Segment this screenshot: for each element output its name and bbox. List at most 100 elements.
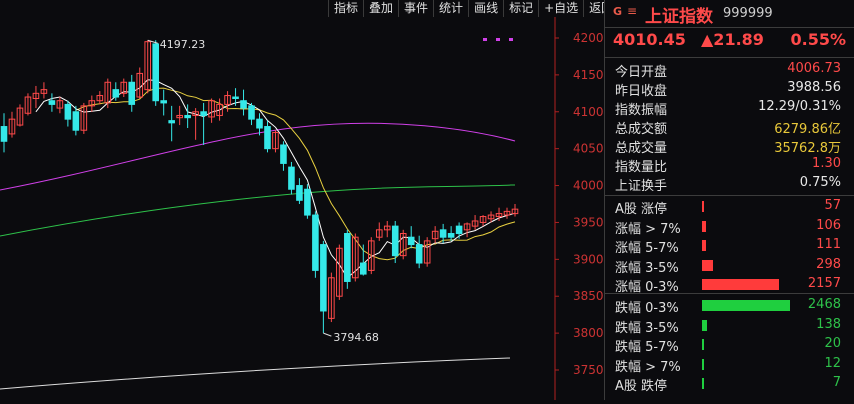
stat-row: 昨日收盘 3988.56 <box>605 79 854 99</box>
candle-body <box>399 233 407 257</box>
candle-body <box>120 81 128 94</box>
candle-body <box>232 96 239 99</box>
stat-row: 指数振幅 12.29/0.31% <box>605 98 854 118</box>
candle-body <box>72 111 80 131</box>
stats-divider <box>605 195 854 196</box>
breadth-label: 涨幅 > 7% <box>615 221 681 237</box>
price-change-percent: 0.55% <box>790 30 846 49</box>
chart-toolbar: 指标 叠加 事件 统计 画线 标记 +自选 返回 <box>328 0 618 17</box>
candle-body <box>88 100 96 107</box>
y-axis-tick-label: 4100 <box>573 105 604 119</box>
stat-row: 指数量比 1.30 <box>605 155 854 175</box>
stat-label: 总成交额 <box>615 122 668 137</box>
breadth-up-row: 涨幅 3-5% 298 <box>605 256 854 276</box>
candle-body <box>224 95 231 105</box>
breadth-divider <box>605 293 854 294</box>
candle-body <box>280 144 287 164</box>
candle-body <box>192 111 199 116</box>
candle-body <box>128 81 136 105</box>
dotted-marker <box>496 38 500 41</box>
candle-body <box>40 89 48 94</box>
low-annotation-label: 3794.68 <box>333 331 379 344</box>
breadth-label: 跌幅 5-7% <box>615 340 679 355</box>
quote-panel: G ≡ 上证指数 999999 4010.45 ▲21.89 0.55% 今日开… <box>605 0 854 400</box>
candle-body <box>479 216 487 223</box>
breadth-label: A股 涨停 <box>615 202 668 217</box>
index-name: 上证指数 <box>645 7 713 27</box>
candle-body <box>367 240 375 271</box>
breadth-down-row: 跌幅 0-3% 2468 <box>605 296 854 316</box>
toolbar-mark-button[interactable]: 标记 <box>503 0 538 17</box>
stat-value: 6279.86亿 <box>774 122 841 137</box>
candle-body <box>56 100 64 109</box>
toolbar-draw-line-button[interactable]: 画线 <box>468 0 503 17</box>
candle-body <box>423 240 431 264</box>
candle-body <box>32 92 40 99</box>
breadth-bar <box>702 220 706 232</box>
candle-body <box>216 103 223 116</box>
candle-body <box>344 233 351 282</box>
candle-body <box>112 89 120 98</box>
high-annotation-leader <box>147 39 158 44</box>
breadth-bar <box>702 358 704 370</box>
breadth-value: 106 <box>816 217 841 233</box>
stat-label: 总成交量 <box>615 141 668 156</box>
stat-label: 指数量比 <box>615 160 668 175</box>
stat-value: 35762.8万 <box>774 141 841 156</box>
breadth-value: 298 <box>816 256 841 272</box>
candle-body <box>240 100 247 109</box>
candle-body <box>352 236 359 279</box>
y-axis-tick-label: 3950 <box>573 215 604 229</box>
candle-body <box>415 244 423 264</box>
candle-body <box>272 131 279 150</box>
candle-body <box>160 100 167 104</box>
breadth-value: 20 <box>824 336 841 351</box>
kline-chart[interactable]: 4200 4150 4100 4050 4000 3950 3900 3850 3800 3750… <box>0 17 604 400</box>
candle-body <box>360 262 367 275</box>
stat-value: 4006.73 <box>787 61 841 76</box>
candle-body <box>208 100 215 118</box>
breadth-down-row: 跌幅 5-7% 20 <box>605 335 854 355</box>
candle-body <box>256 118 263 129</box>
header-divider <box>605 27 854 28</box>
stat-label: 指数振幅 <box>615 103 668 118</box>
candle-body <box>64 103 72 120</box>
candle-body <box>176 114 183 119</box>
group-badge[interactable]: G <box>613 5 623 18</box>
breadth-value: 111 <box>816 237 841 252</box>
breadth-down-row: A股 跌停 7 <box>605 374 854 394</box>
candle-body <box>304 188 311 216</box>
breadth-bar <box>702 201 704 212</box>
candle-body <box>168 120 175 124</box>
toolbar-add-watchlist-button[interactable]: +自选 <box>538 0 583 17</box>
candle-body <box>144 41 152 91</box>
stat-row: 今日开盘 4006.73 <box>605 60 854 80</box>
candle-body <box>375 229 383 238</box>
candle-body <box>336 247 343 297</box>
quote-summary: 4010.45 ▲21.89 0.55% <box>605 28 854 54</box>
stat-row: 总成交量 35762.8万 <box>605 136 854 156</box>
quote-header: G ≡ 上证指数 999999 <box>605 0 854 27</box>
ma60-line <box>0 184 516 237</box>
toolbar-overlay-button[interactable]: 叠加 <box>363 0 398 17</box>
toolbar-stats-button[interactable]: 统计 <box>433 0 468 17</box>
stat-label: 昨日收盘 <box>615 84 668 99</box>
breadth-up-row: 涨幅 5-7% 111 <box>605 236 854 256</box>
toolbar-indicator-button[interactable]: 指标 <box>328 0 363 17</box>
candle-body <box>511 208 519 215</box>
candle-body <box>248 105 255 120</box>
stat-label: 今日开盘 <box>615 65 668 80</box>
breadth-label: 涨幅 3-5% <box>615 260 679 276</box>
toolbar-event-button[interactable]: 事件 <box>398 0 433 17</box>
kline-chart-svg[interactable]: 4200 4150 4100 4050 4000 3950 3900 3850 3800 3750… <box>0 17 604 400</box>
candle-body <box>152 43 159 102</box>
candle-body <box>0 126 8 142</box>
stat-value: 0.75% <box>799 175 841 190</box>
breadth-bar <box>702 378 704 389</box>
menu-icon[interactable]: ≡ <box>627 4 638 18</box>
stat-value: 1.30 <box>812 156 841 171</box>
candle-body <box>136 72 144 98</box>
candle-body <box>312 214 319 271</box>
breadth-bar <box>702 339 704 350</box>
low-annotation-leader <box>323 332 332 337</box>
